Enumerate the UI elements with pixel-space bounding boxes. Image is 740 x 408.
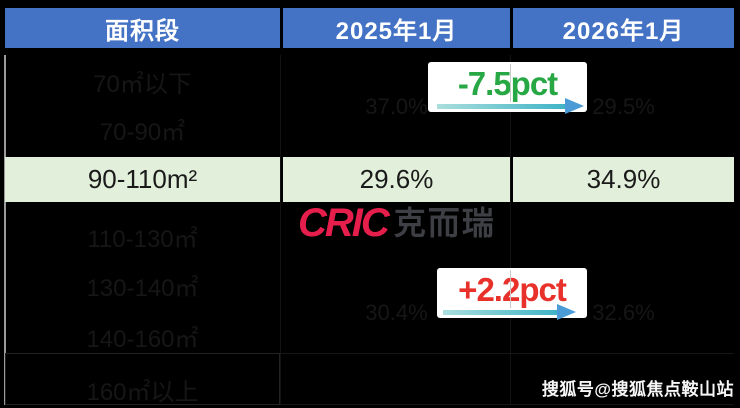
decrease-callout: -7.5pct <box>428 62 587 112</box>
cric-watermark: CRIC 克而瑞 <box>298 203 496 243</box>
faint-cell-value: 29.5% <box>592 94 655 119</box>
highlighted-2026-value: 34.9% <box>513 157 734 202</box>
header-cell-area-segment: 面积段 <box>5 8 280 48</box>
increase-arrow-line <box>443 310 557 315</box>
faint-row-label: 70-90㎡ <box>99 119 186 146</box>
grid-cell-outline <box>5 353 280 405</box>
sohu-watermark: 搜狐号@搜狐焦点鞍山站 <box>541 380 734 399</box>
decrease-callout-label: -7.5pct <box>457 64 558 102</box>
decrease-arrow-line <box>437 104 565 109</box>
table-header-row: 面积段 2025年1月 2026年1月 <box>5 8 734 48</box>
increase-arrow-head-icon <box>557 304 576 320</box>
faint-cell-value: 30.4% <box>365 300 428 325</box>
faint-row-label: 130-140㎡ <box>86 275 199 302</box>
table-left-border <box>4 55 6 405</box>
cric-logo-chinese: 克而瑞 <box>393 205 496 241</box>
grid-line <box>510 55 511 405</box>
faint-row-label: 70㎡以下 <box>93 71 192 98</box>
grid-line <box>5 353 734 354</box>
column-border-bleed <box>510 64 511 102</box>
header-cell-2025-jan: 2025年1月 <box>283 8 510 48</box>
faint-row-label: 160㎡以上 <box>86 379 199 406</box>
highlighted-row-90-110: 90-110m² 29.6% 34.9% <box>5 157 734 202</box>
grid-line <box>280 55 281 405</box>
faint-cell-value: 37.0% <box>365 94 428 119</box>
decrease-arrow-head-icon <box>565 98 584 114</box>
highlighted-2025-value: 29.6% <box>283 157 510 202</box>
increase-callout-label: +2.2pct <box>458 270 567 308</box>
cric-logo-latin: CRIC <box>298 201 390 245</box>
faint-row-label: 140-160㎡ <box>86 326 199 353</box>
header-cell-2026-jan: 2026年1月 <box>513 8 734 48</box>
faint-cell-value: 32.6% <box>592 300 655 325</box>
highlighted-area-cell: 90-110m² <box>5 157 280 202</box>
column-border-bleed <box>510 270 511 308</box>
faint-row-label: 110-130㎡ <box>87 226 198 253</box>
grid-line <box>5 404 734 405</box>
